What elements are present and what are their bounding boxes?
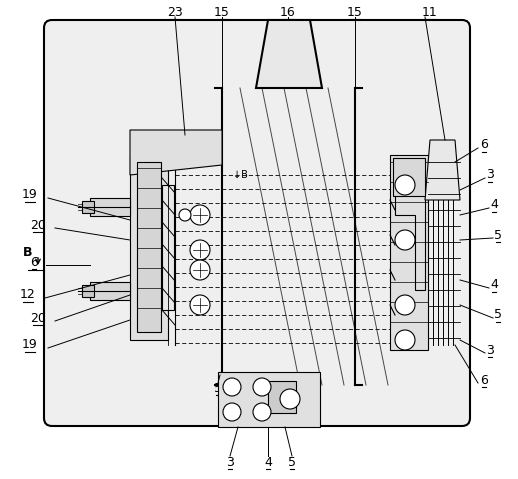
Circle shape: [395, 295, 415, 315]
Polygon shape: [395, 195, 425, 290]
Bar: [390, 155, 428, 350]
Polygon shape: [425, 140, 460, 200]
Circle shape: [190, 205, 210, 225]
Text: 4: 4: [264, 456, 272, 468]
Bar: [137, 162, 161, 332]
Text: B: B: [23, 246, 33, 259]
Text: 19: 19: [22, 189, 38, 202]
Circle shape: [190, 295, 210, 315]
Text: 5: 5: [494, 228, 502, 241]
Text: 16: 16: [280, 5, 296, 19]
Text: 3: 3: [226, 456, 234, 468]
Circle shape: [280, 389, 300, 409]
Text: 5: 5: [494, 308, 502, 321]
Text: 6: 6: [480, 138, 488, 151]
Text: 4: 4: [490, 278, 498, 292]
Circle shape: [190, 260, 210, 280]
Bar: [218, 372, 320, 427]
Bar: [90, 198, 130, 216]
Text: 3: 3: [486, 169, 494, 182]
Text: 5: 5: [288, 456, 296, 468]
Bar: [162, 185, 174, 310]
Text: 4: 4: [490, 198, 498, 212]
Text: 6: 6: [480, 374, 488, 387]
Text: 11: 11: [422, 5, 438, 19]
Bar: [82, 201, 94, 213]
Bar: [393, 158, 425, 196]
Circle shape: [190, 240, 210, 260]
Circle shape: [395, 175, 415, 195]
Bar: [268, 381, 296, 413]
Circle shape: [223, 403, 241, 421]
Text: 19: 19: [22, 339, 38, 352]
Text: 15: 15: [347, 5, 363, 19]
Circle shape: [253, 378, 271, 396]
Text: 3: 3: [486, 343, 494, 356]
Bar: [90, 282, 130, 300]
Polygon shape: [130, 130, 222, 175]
FancyBboxPatch shape: [44, 20, 470, 426]
Circle shape: [223, 378, 241, 396]
Bar: [82, 285, 94, 297]
Circle shape: [395, 330, 415, 350]
Text: 20: 20: [30, 311, 46, 324]
Polygon shape: [256, 20, 322, 88]
Text: 5: 5: [214, 381, 222, 395]
Bar: [130, 155, 168, 340]
Text: 20: 20: [30, 218, 46, 231]
Text: 12: 12: [20, 288, 36, 301]
Circle shape: [179, 209, 191, 221]
Circle shape: [253, 403, 271, 421]
Text: 6: 6: [30, 255, 38, 269]
Circle shape: [395, 230, 415, 250]
Text: 23: 23: [167, 5, 183, 19]
Text: 15: 15: [214, 5, 230, 19]
Text: ↓B: ↓B: [233, 170, 248, 180]
